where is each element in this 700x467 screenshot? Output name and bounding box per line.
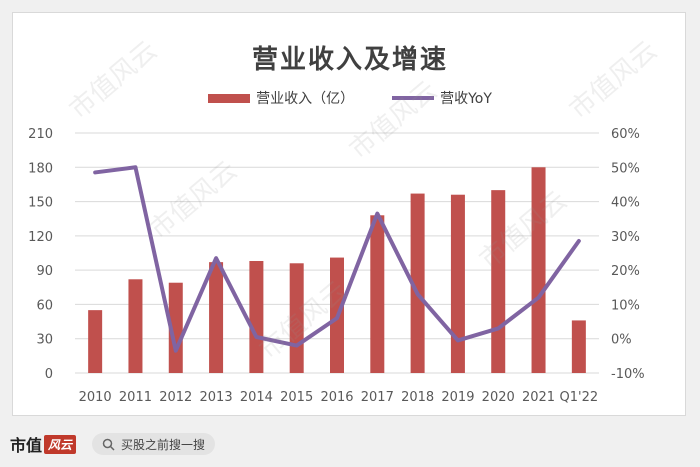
x-tick-label: 2013 (200, 390, 233, 405)
x-tick-label: 2016 (320, 390, 353, 405)
x-tick-label: 2014 (240, 390, 273, 405)
line-point (496, 326, 500, 330)
line-point (133, 165, 137, 169)
y-right-tick-label: 0% (611, 333, 632, 348)
search-pill[interactable]: 买股之前搜一搜 (92, 433, 216, 455)
plot-area: 0 30 60 90 120 150 180 210 -10% 0% 10% 20% 30% 40% 50%… (28, 127, 645, 405)
y-right-tick-label: 20% (611, 264, 640, 279)
y-left-tick-label: 0 (45, 367, 53, 382)
logo: 市值 风云 (10, 432, 77, 456)
line-point (537, 296, 541, 300)
x-tick-label: 2021 (522, 390, 555, 405)
legend-item-bar: 营业收入（亿） (208, 88, 354, 108)
bar (88, 310, 103, 373)
logo-text: 市值 (10, 436, 43, 455)
legend-item-line: 营收YoY (392, 88, 492, 108)
line-point (93, 170, 97, 174)
line-point (214, 256, 218, 260)
legend-label-bar: 营业收入（亿） (256, 91, 355, 107)
x-tick-label: Q1'22 (560, 390, 599, 405)
y-left-tick-label: 180 (28, 161, 53, 176)
y-left-tick-label: 60 (36, 298, 53, 313)
x-tick-label: 2015 (280, 390, 313, 405)
y-right-tick-label: 40% (611, 196, 640, 211)
bar (571, 320, 586, 373)
bar (289, 263, 304, 373)
line-point (335, 316, 339, 320)
x-tick-label: 2012 (159, 390, 192, 405)
chart-title: 营业收入及增速 (251, 45, 448, 75)
line-point (295, 344, 299, 348)
legend-label-line: 营收YoY (440, 91, 492, 107)
bar (491, 190, 506, 373)
footer: 市值 风云 买股之前搜一搜 (0, 426, 700, 462)
line-point (375, 212, 379, 216)
x-tick-label: 2019 (441, 390, 474, 405)
legend-swatch-line (392, 96, 435, 100)
x-tick-label: 2018 (401, 390, 434, 405)
bar (128, 279, 143, 373)
y-left-tick-label: 90 (36, 264, 53, 279)
search-icon (102, 438, 115, 451)
y-left-tick-label: 120 (28, 230, 53, 245)
y-left-tick-label: 150 (28, 196, 53, 211)
logo-mark: 风云 (44, 434, 77, 454)
line-point (254, 335, 258, 339)
bar (531, 167, 546, 373)
y-right-tick-label: 10% (611, 298, 640, 313)
y-right-tick-label: 60% (611, 127, 640, 142)
y-right-tick-label: -10% (611, 367, 645, 382)
y-left-tick-label: 30 (36, 333, 53, 348)
line-point (174, 349, 178, 353)
x-tick-label: 2010 (79, 390, 112, 405)
bar (450, 194, 465, 373)
bar (168, 282, 183, 373)
x-tick-label: 2020 (482, 390, 515, 405)
x-tick-label: 2011 (119, 390, 152, 405)
x-tick-label: 2017 (361, 390, 394, 405)
chart-frame: 营业收入及增速 营业收入（亿） 营收YoY 0 30 60 90 120 150 180 21… (12, 12, 686, 416)
bar (209, 262, 224, 373)
bar (410, 193, 425, 373)
search-text: 买股之前搜一搜 (121, 437, 206, 452)
legend-swatch-bar (208, 93, 251, 103)
line-point (456, 338, 460, 342)
line-point (416, 292, 420, 296)
line-point (577, 239, 581, 243)
y-right-tick-label: 30% (611, 230, 640, 245)
bar (249, 261, 264, 373)
y-left-tick-label: 210 (28, 127, 53, 142)
legend: 营业收入（亿） 营收YoY (13, 88, 687, 108)
bar (370, 215, 385, 373)
y-right-tick-label: 50% (611, 161, 640, 176)
